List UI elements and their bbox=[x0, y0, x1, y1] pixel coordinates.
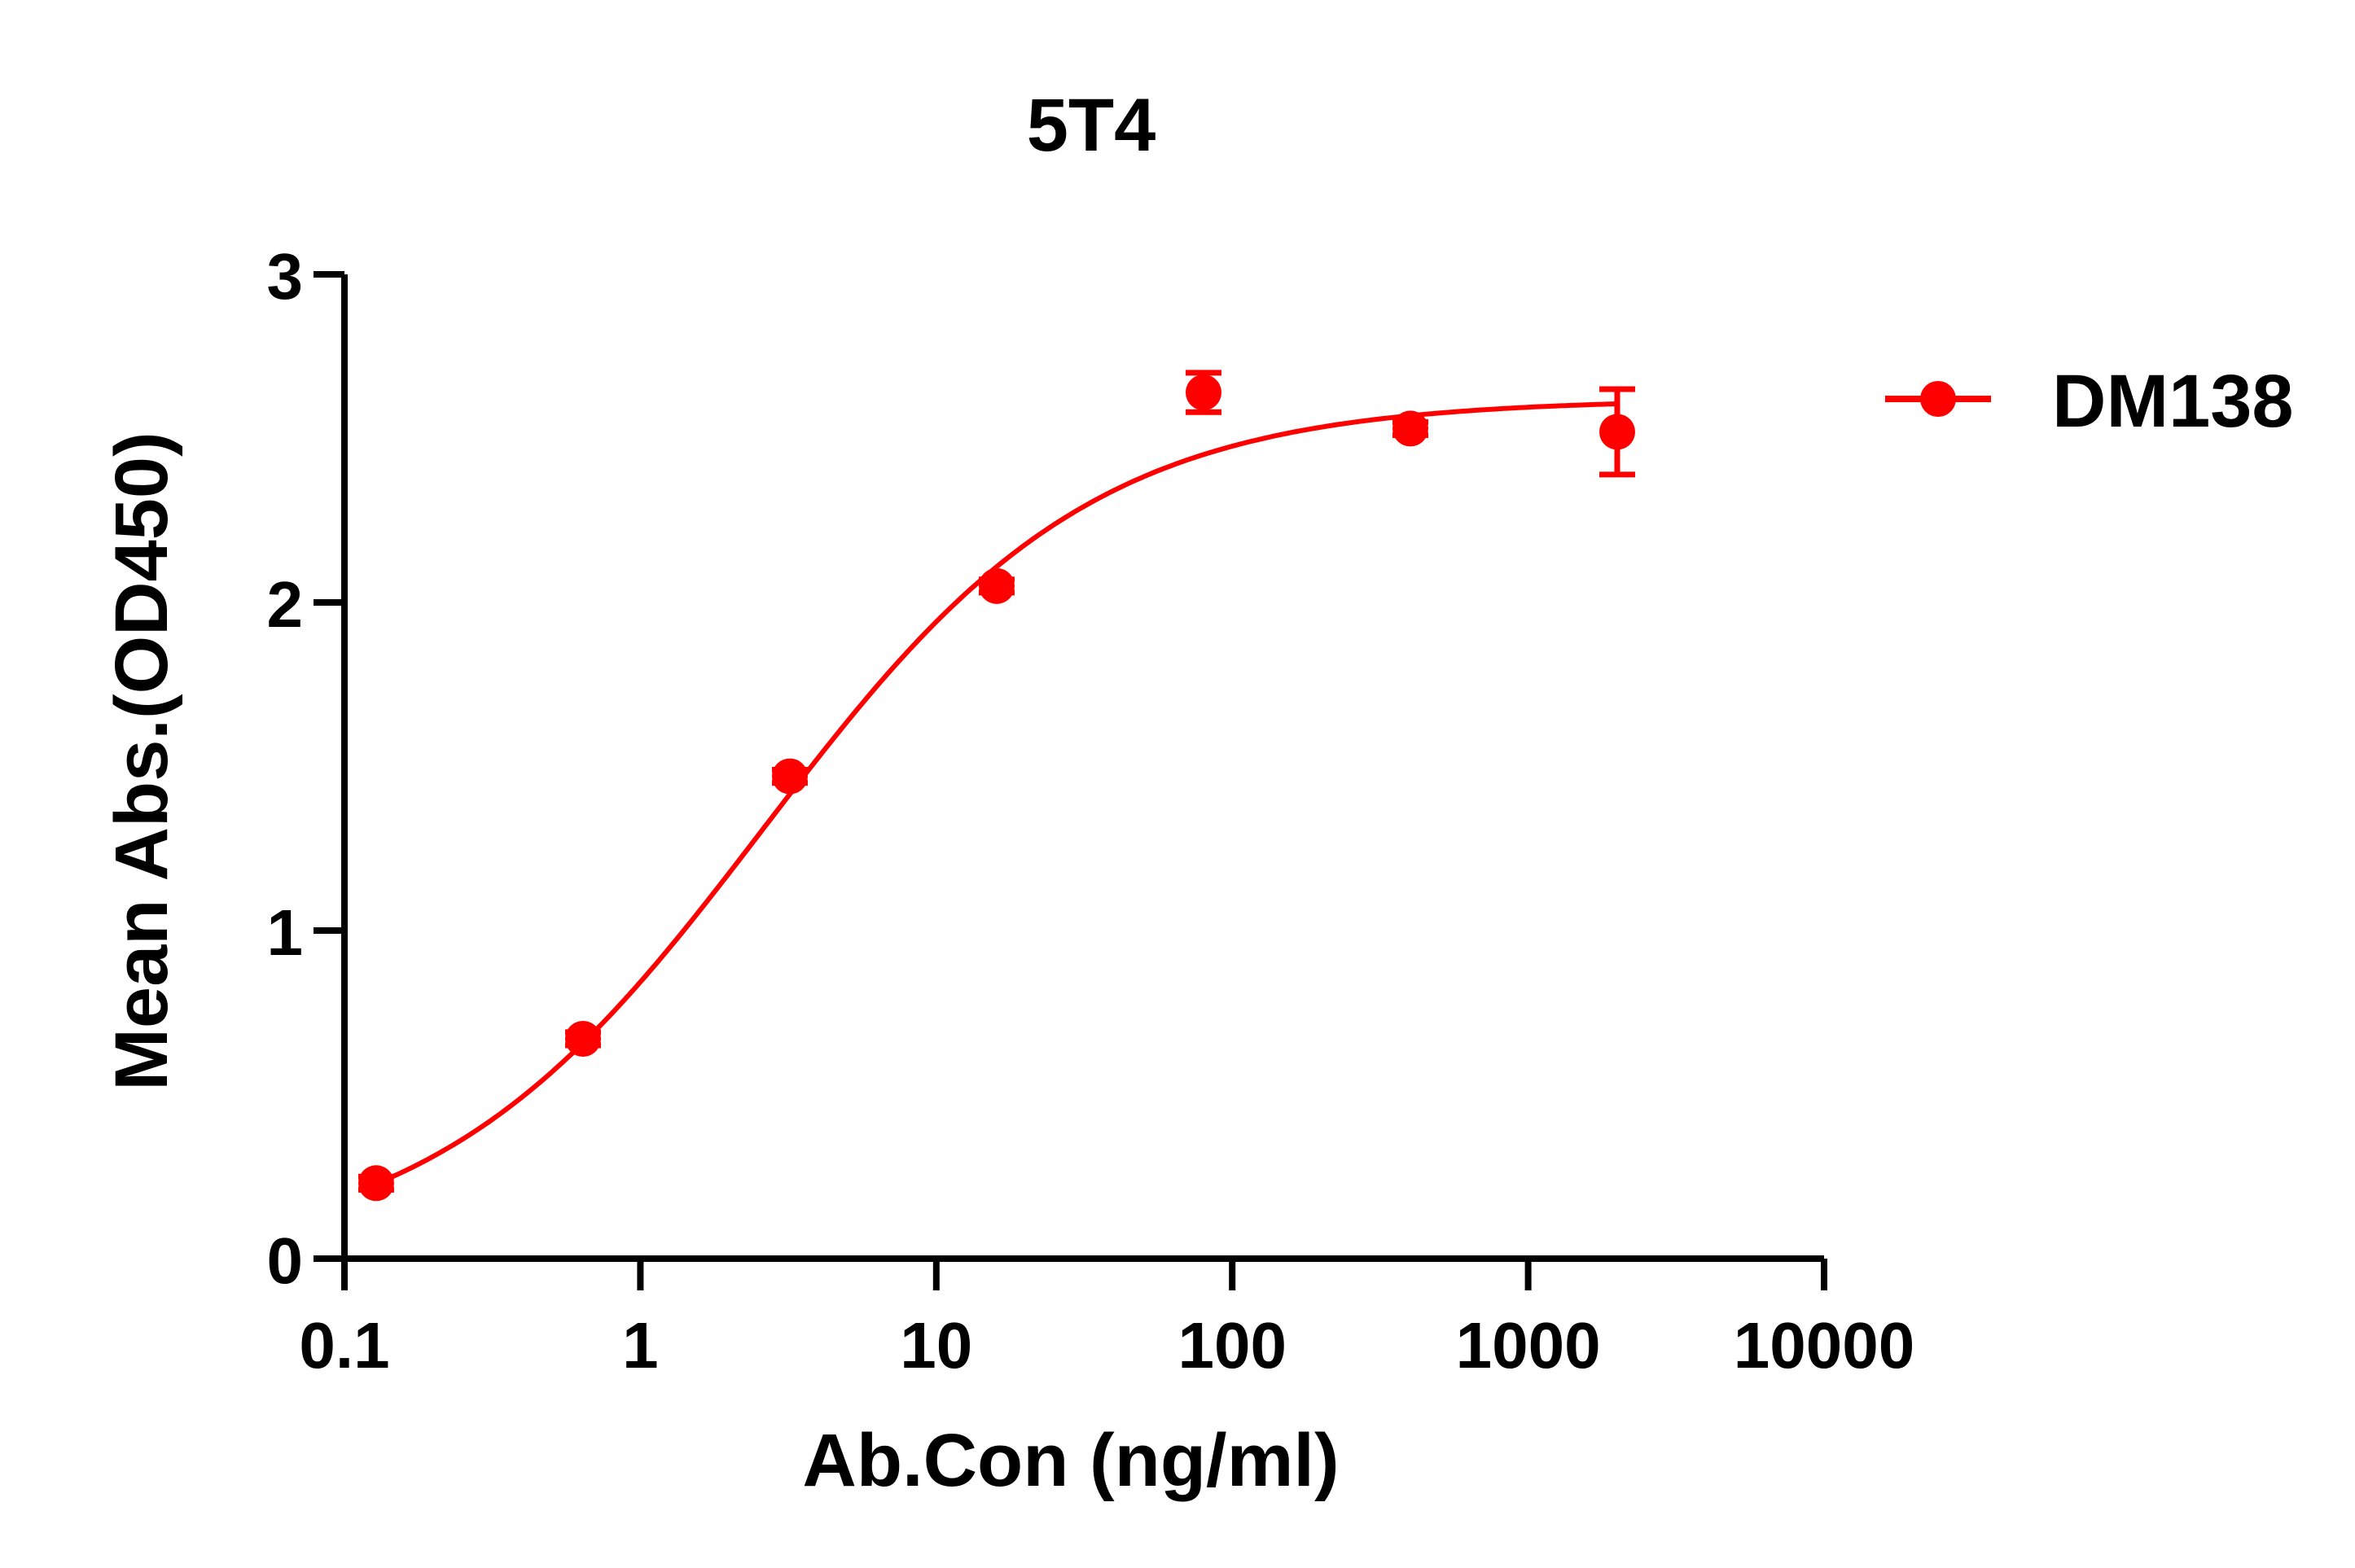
legend: DM138 bbox=[1885, 360, 2294, 443]
x-axis-label: Ab.Con (ng/ml) bbox=[802, 1419, 1339, 1502]
y-axis-ticks: 0 1 2 3 bbox=[267, 240, 344, 1297]
chart-title: 5T4 bbox=[1027, 84, 1156, 167]
legend-marker bbox=[1920, 381, 1956, 417]
data-point bbox=[771, 758, 808, 795]
y-tick-label: 1 bbox=[267, 896, 304, 969]
x-axis-ticks: 0.1 1 10 100 1000 10000 bbox=[299, 1259, 1914, 1382]
x-tick-label: 1 bbox=[622, 1309, 659, 1382]
error-bars bbox=[357, 370, 1635, 1193]
y-tick-label: 3 bbox=[267, 240, 304, 313]
fit-curve bbox=[375, 401, 1618, 1186]
data-points bbox=[357, 374, 1635, 1202]
data-point bbox=[1185, 374, 1221, 411]
y-tick-label: 2 bbox=[267, 568, 304, 641]
data-point bbox=[1599, 414, 1635, 450]
y-tick-label: 0 bbox=[267, 1224, 304, 1297]
x-tick-label: 1000 bbox=[1456, 1309, 1601, 1382]
x-tick-label: 100 bbox=[1178, 1309, 1286, 1382]
x-tick-label: 10000 bbox=[1734, 1309, 1914, 1382]
data-point bbox=[564, 1020, 601, 1057]
x-tick-label: 0.1 bbox=[299, 1309, 389, 1382]
data-point bbox=[1392, 410, 1428, 447]
legend-label: DM138 bbox=[2052, 360, 2294, 443]
data-point bbox=[978, 567, 1015, 604]
x-tick-label: 10 bbox=[900, 1309, 972, 1382]
data-point bbox=[357, 1165, 394, 1202]
y-axis-label: Mean Abs.(OD450) bbox=[100, 431, 183, 1090]
